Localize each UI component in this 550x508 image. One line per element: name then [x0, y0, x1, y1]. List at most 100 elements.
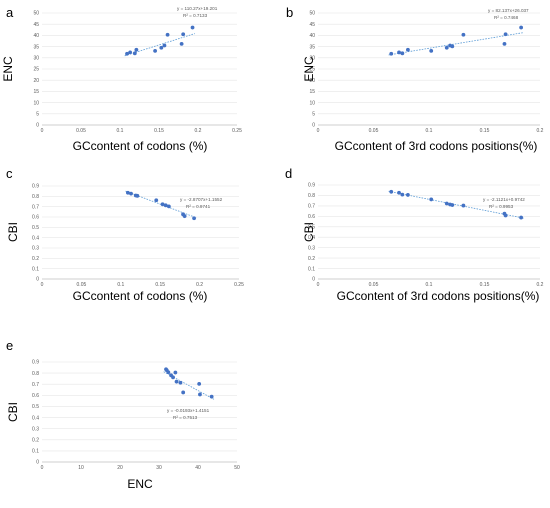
- x-tick-label: 10: [78, 465, 84, 471]
- trendline: [124, 33, 196, 57]
- x-tick-label: 0.15: [154, 128, 164, 134]
- y-tick-label: 35: [309, 44, 315, 50]
- x-tick-label: 50: [234, 465, 240, 471]
- y-tick-label: 0.9: [308, 183, 315, 189]
- data-point: [503, 213, 508, 218]
- x-tick-label: 20: [117, 465, 123, 471]
- y-tick-label: 0.4: [32, 415, 39, 421]
- r-squared-label: R² = 0.7133: [183, 13, 208, 18]
- x-tick-label: 0.2: [196, 282, 203, 288]
- x-axis-title: GCcontent of codons (%): [73, 289, 208, 303]
- panel-letter: c: [6, 166, 13, 181]
- data-point: [135, 193, 140, 198]
- r-squared-label: R² = 0.7513: [173, 415, 198, 420]
- data-point: [406, 193, 410, 197]
- data-point: [154, 198, 159, 203]
- x-axis-title: ENC: [127, 477, 153, 491]
- panel-letter: b: [286, 5, 293, 20]
- y-tick-label: 35: [33, 44, 39, 50]
- y-tick-label: 0.3: [32, 246, 39, 252]
- data-point: [173, 370, 178, 375]
- x-tick-label: 0.05: [369, 282, 379, 288]
- y-tick-label: 0.2: [32, 437, 39, 443]
- x-tick-label: 0.15: [480, 282, 490, 288]
- y-tick-label: 5: [312, 112, 315, 118]
- regression-equation: y = -2.1121x+0.9742: [483, 197, 525, 202]
- data-point: [198, 392, 202, 397]
- trendline: [388, 32, 524, 56]
- y-tick-label: 20: [33, 78, 39, 84]
- y-tick-label: 0.2: [32, 256, 39, 262]
- data-point: [132, 51, 137, 56]
- y-tick-label: 0.7: [32, 382, 39, 388]
- data-point: [166, 370, 171, 375]
- y-axis-title: CBI: [302, 222, 316, 242]
- data-point: [461, 203, 466, 208]
- panel-letter: a: [6, 5, 14, 20]
- y-tick-label: 0.9: [32, 184, 39, 190]
- y-tick-label: 0.8: [32, 371, 39, 377]
- data-point: [171, 375, 175, 380]
- data-point: [181, 390, 186, 395]
- y-tick-label: 0: [36, 277, 39, 283]
- data-point: [129, 191, 133, 196]
- y-tick-label: 45: [33, 22, 39, 28]
- data-point: [182, 214, 187, 219]
- x-tick-label: 0: [41, 128, 44, 134]
- data-point: [406, 47, 410, 52]
- regression-equation: y = -0.0193x+1.4151: [167, 408, 210, 413]
- r-squared-label: R² = 0.9741: [186, 204, 211, 209]
- regression-equation: y = 82.137x+26.037: [488, 8, 529, 13]
- x-tick-label: 0.15: [155, 282, 165, 288]
- data-point: [502, 42, 507, 46]
- data-point: [128, 50, 133, 55]
- y-tick-label: 0.4: [32, 235, 39, 241]
- data-point: [444, 201, 449, 206]
- data-point: [397, 50, 401, 55]
- data-point: [160, 202, 165, 207]
- y-tick-label: 10: [309, 100, 315, 106]
- data-point: [178, 380, 183, 385]
- y-tick-label: 20: [309, 78, 315, 84]
- regression-equation: y = -2.8707x+1.1552: [180, 197, 223, 202]
- y-tick-label: 0.3: [32, 426, 39, 432]
- x-tick-label: 0: [317, 282, 320, 288]
- y-tick-label: 5: [36, 112, 39, 118]
- x-tick-label: 0.25: [232, 128, 242, 134]
- y-axis-title: ENC: [1, 56, 15, 82]
- data-point: [179, 42, 184, 46]
- data-point: [197, 381, 202, 386]
- y-tick-label: 25: [33, 67, 39, 73]
- data-point: [190, 25, 195, 30]
- x-tick-label: 0.05: [77, 282, 87, 288]
- x-axis-title: GCcontent of 3rd codons positions(%): [337, 289, 540, 303]
- data-point: [389, 189, 394, 194]
- data-point: [166, 204, 171, 209]
- chart-panel-d: 0 0.1 0.2 0.3 0.4 0.5 0.6 0.7 0.8 0.9 0 0.05 0.1 0.15…: [285, 166, 544, 303]
- y-tick-label: 15: [309, 89, 315, 95]
- y-tick-label: 0.5: [32, 404, 39, 410]
- y-tick-label: 0.8: [32, 194, 39, 200]
- trendline: [388, 190, 524, 219]
- data-point: [153, 48, 158, 53]
- data-point: [397, 190, 401, 195]
- data-point: [519, 25, 524, 30]
- x-tick-label: 0.25: [234, 282, 244, 288]
- x-tick-label: 40: [195, 465, 201, 471]
- y-tick-label: 0.9: [32, 360, 39, 366]
- data-point: [125, 190, 130, 195]
- chart-panel-a: 0 5 10 15 20 25 30 35 40 45 50 0 0.05 0.1 0.15 0.2 0.25 y…: [1, 5, 242, 153]
- r-squared-label: R² = 0.9953: [489, 204, 514, 209]
- y-tick-label: 30: [33, 56, 39, 62]
- data-point: [209, 394, 214, 399]
- y-tick-label: 40: [309, 33, 315, 39]
- x-tick-label: 0.1: [117, 282, 124, 288]
- y-tick-label: 0.1: [32, 266, 39, 272]
- y-tick-label: 0.2: [308, 256, 315, 262]
- y-axis-title: CBI: [6, 402, 20, 422]
- x-tick-label: 0.2: [537, 128, 544, 134]
- y-tick-label: 0.4: [308, 235, 315, 241]
- panel-letter: e: [6, 338, 13, 353]
- x-tick-label: 0.2: [537, 282, 544, 288]
